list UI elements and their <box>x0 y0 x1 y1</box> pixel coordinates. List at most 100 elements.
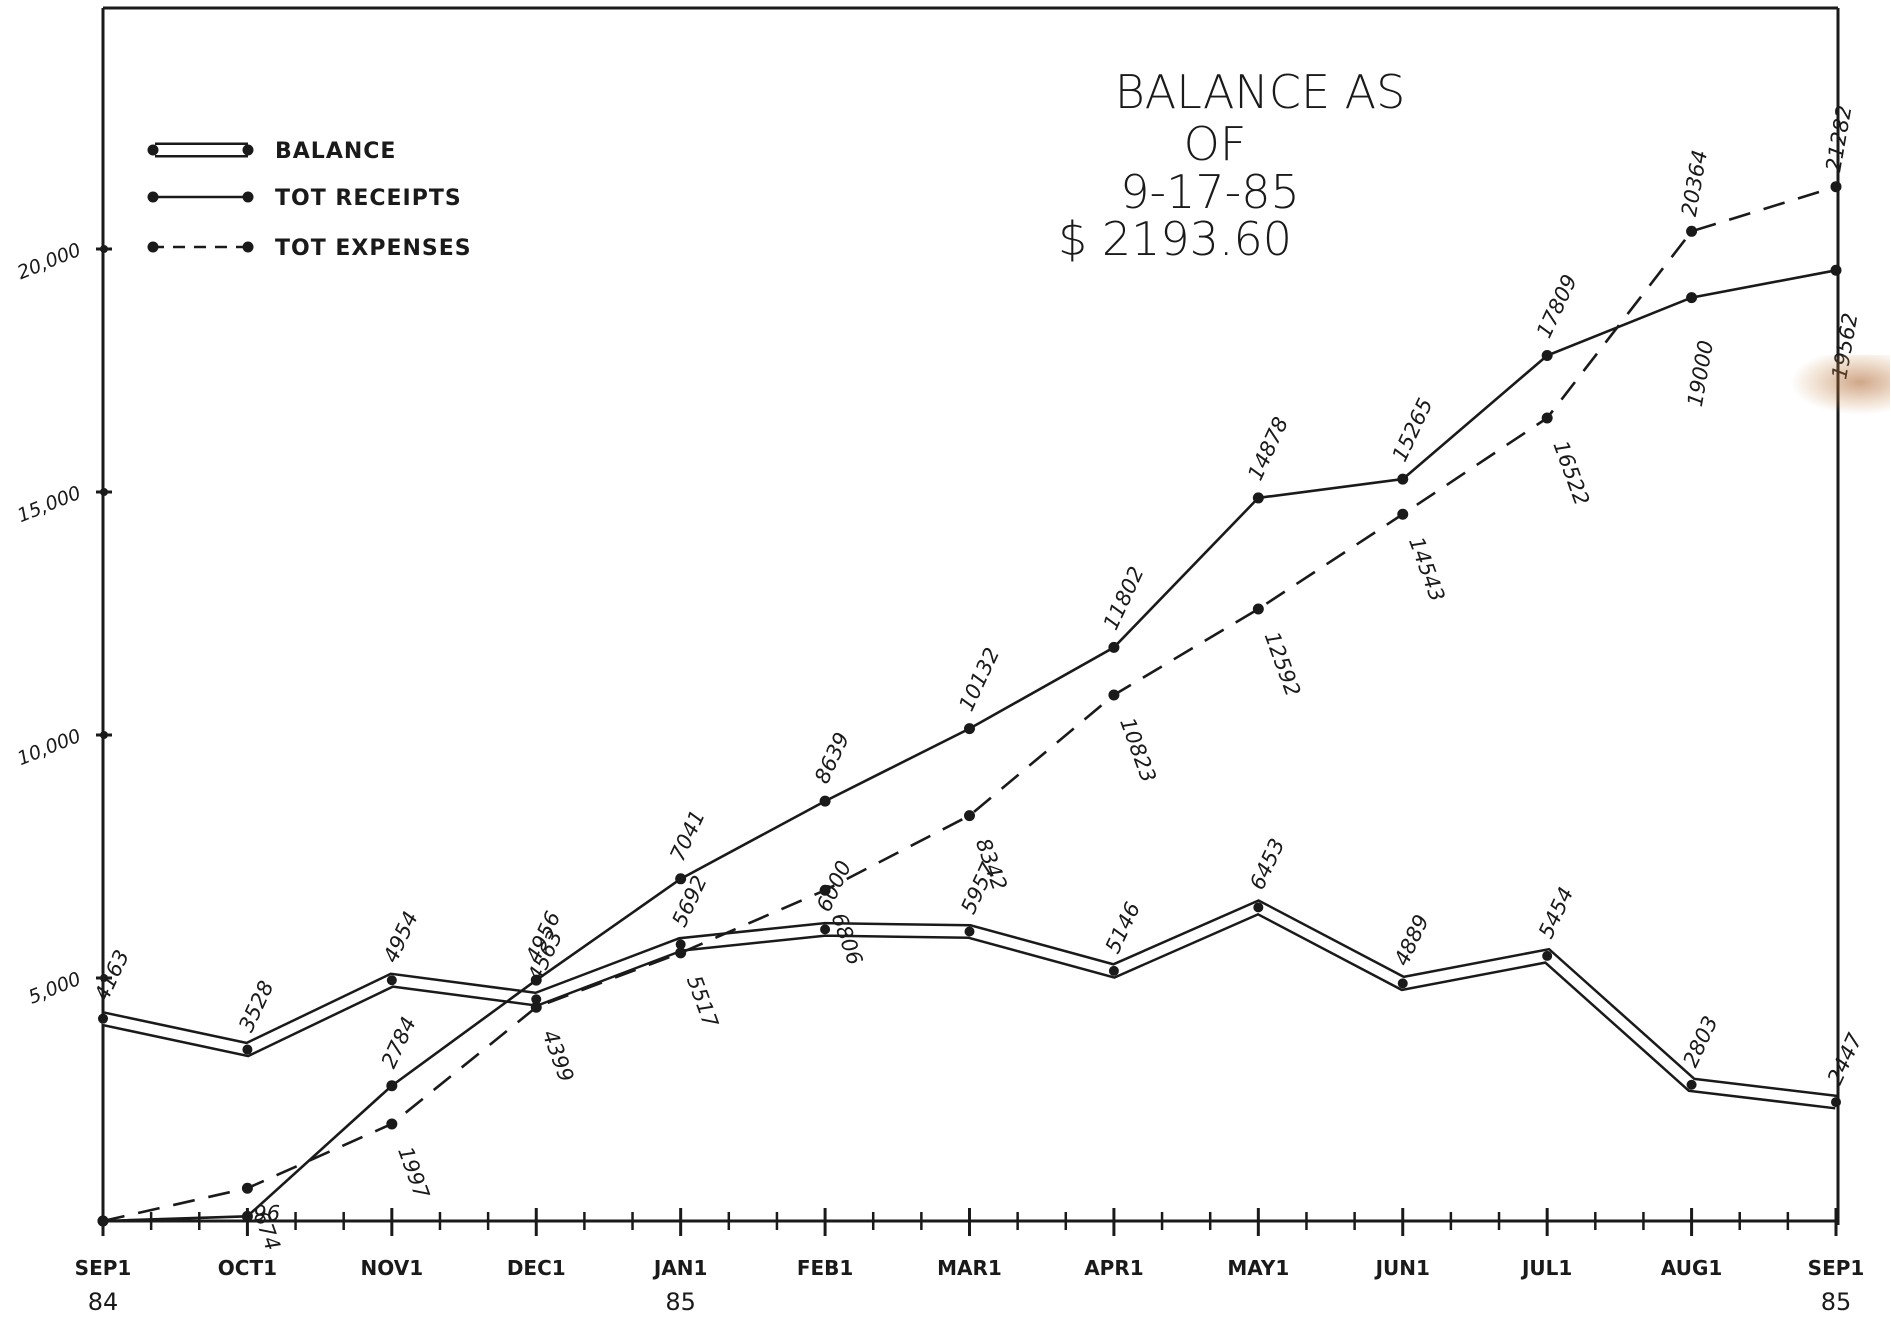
series-layer <box>97 181 1842 1227</box>
balance-point <box>1542 950 1553 961</box>
y-tick-dot <box>100 974 108 982</box>
balance-data-label: 4163 <box>90 946 134 1005</box>
tot-expenses-point <box>1541 412 1553 424</box>
x-tick-label: NOV1 <box>361 1256 424 1280</box>
x-tick-year-label: 85 <box>1821 1288 1852 1316</box>
tot-expenses-point <box>97 1215 109 1227</box>
y-tick-label: 15,000 <box>14 482 84 527</box>
axis-layer: 5,000 10,000 15,000 20,000 SEP1 84 OCT1 NOV1 DEC… <box>14 239 1864 1316</box>
x-tick-label: OCT1 <box>218 1256 277 1280</box>
balance-data-label: 2447 <box>1823 1029 1868 1088</box>
legend-tot-receipts-label: TOT RECEIPTS <box>275 186 462 211</box>
legend-balance-dot-right <box>242 144 254 156</box>
balance-line-inner <box>101 901 1837 1108</box>
tot-expenses-data-label: 5517 <box>682 972 723 1031</box>
balance-point <box>820 924 831 935</box>
y-tick-dot <box>100 488 108 496</box>
x-tick-label: APR1 <box>1084 1256 1143 1280</box>
balance-point <box>1108 965 1119 976</box>
tot-expenses-point <box>1686 225 1698 237</box>
tot-receipts-point <box>964 723 975 735</box>
tot-receipts-point <box>1252 492 1264 504</box>
tot-receipts-point <box>1541 349 1553 361</box>
x-tick-label: MAR1 <box>937 1256 1002 1280</box>
balance-point <box>386 975 397 986</box>
balance-point <box>675 939 686 950</box>
tot-expenses-point <box>386 1118 398 1130</box>
y-tick-label: 10,000 <box>14 725 84 770</box>
tot-receipts-data-label: 96 <box>253 1201 280 1225</box>
tot-expenses-data-label: 6806 <box>826 910 867 968</box>
tot-receipts-point <box>386 1080 398 1092</box>
tot-receipts-data-label: 19000 <box>1683 339 1718 409</box>
tot-receipts-point <box>1397 473 1409 485</box>
tot-expenses-data-label: 20364 <box>1677 148 1712 218</box>
tot-expenses-point <box>675 947 687 959</box>
balance-data-label: 5146 <box>1101 898 1145 957</box>
tot-receipts-point <box>675 873 687 885</box>
legend: BALANCE TOT RECEIPTS TOT EXPENSES <box>147 139 471 261</box>
balance-data-label: 6000 <box>812 857 856 916</box>
tot-receipts-data-label: 10132 <box>954 644 1004 715</box>
tot-receipts-point <box>1686 292 1698 304</box>
balance-data-label: 2803 <box>1678 1012 1722 1071</box>
tot-expenses-point <box>1830 181 1842 193</box>
balance-point <box>531 994 542 1005</box>
tot-expenses-data-label: 16522 <box>1548 438 1593 509</box>
balance-data-label: 5454 <box>1534 883 1578 942</box>
tot-receipts-data-label: 2784 <box>377 1013 421 1072</box>
tot-expenses-data-label: 4399 <box>538 1027 579 1085</box>
x-tick-label: SEP1 <box>1808 1256 1865 1280</box>
tot-receipts-line <box>102 269 1837 1223</box>
chart-title-line: OF <box>1184 117 1247 171</box>
legend-tot-receipts-dot-left <box>147 191 159 203</box>
tot-expenses-data-label: 21282 <box>1821 104 1856 174</box>
balance-point <box>1397 978 1408 989</box>
tot-receipts-data-label: 7041 <box>665 806 709 865</box>
legend-balance-label: BALANCE <box>275 139 396 164</box>
tot-receipts-data-label: 8639 <box>810 729 854 788</box>
y-tick-dot <box>100 245 108 253</box>
tot-receipts-data-label: 11802 <box>1099 563 1149 634</box>
chart-title-line: $ 2193.60 <box>1058 212 1292 266</box>
x-tick-label: SEP1 <box>75 1256 132 1280</box>
x-tick-label: JAN1 <box>652 1256 708 1280</box>
x-tick-year-label: 85 <box>665 1288 696 1316</box>
tot-expenses-point <box>1397 508 1409 520</box>
tot-receipts-point <box>819 795 831 807</box>
tot-receipts-data-label: 14878 <box>1243 413 1293 484</box>
balance-point <box>242 1044 253 1055</box>
y-tick-label: 20,000 <box>14 239 84 284</box>
balance-data-label: 4889 <box>1390 911 1434 970</box>
legend-balance-dot-left <box>147 144 159 156</box>
tot-expenses-point <box>1108 689 1120 701</box>
x-tick-label: JUL1 <box>1520 1256 1572 1280</box>
x-tick-label: DEC1 <box>507 1256 566 1280</box>
balance-data-label: 5692 <box>667 872 711 931</box>
balance-point <box>98 1013 108 1024</box>
tot-expenses-data-label: 14543 <box>1404 534 1449 605</box>
tot-receipts-point <box>241 1210 253 1222</box>
tot-receipts-point <box>530 974 542 986</box>
tot-expenses-data-label: 1997 <box>393 1143 434 1202</box>
balance-data-label: 6453 <box>1245 835 1289 894</box>
x-tick-label: JUN1 <box>1374 1256 1430 1280</box>
legend-tot-receipts-dot-right <box>242 191 254 203</box>
tot-receipts-data-label: 17809 <box>1532 271 1582 342</box>
tot-expenses-point <box>819 884 831 896</box>
balance-point <box>1686 1079 1697 1090</box>
x-tick-label: FEB1 <box>797 1256 853 1280</box>
tot-receipts-point <box>1830 264 1842 276</box>
y-tick-label: 5,000 <box>25 968 84 1009</box>
balance-data-label: 3528 <box>234 977 278 1036</box>
balance-data-label: 4954 <box>379 908 423 967</box>
y-tick-dot <box>100 731 108 739</box>
tot-expenses-point <box>964 810 975 822</box>
legend-tot-expenses-dot-right <box>242 241 254 253</box>
tot-receipts-point <box>1108 641 1120 653</box>
balance-point <box>1831 1097 1841 1108</box>
